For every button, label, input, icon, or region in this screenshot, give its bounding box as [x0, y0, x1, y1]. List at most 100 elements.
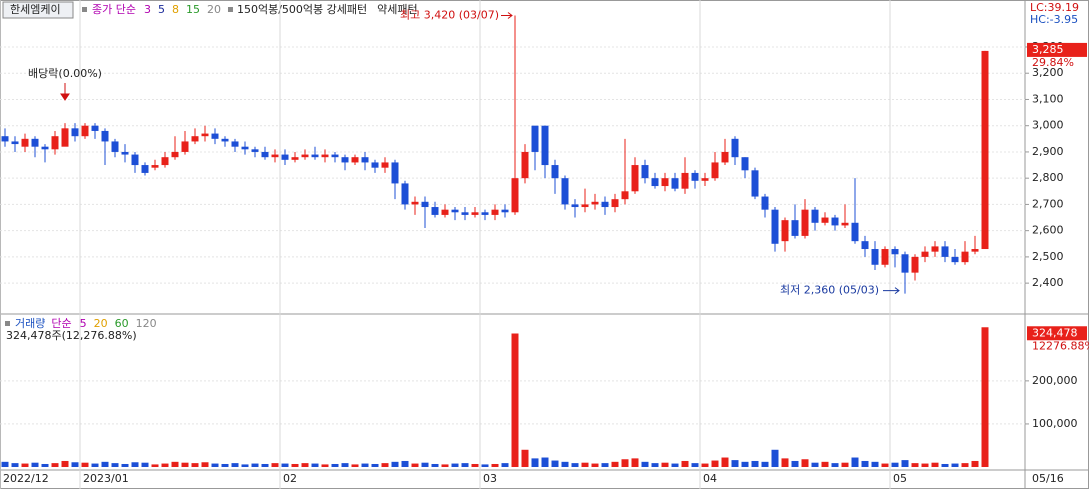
volume-bar — [111, 463, 119, 467]
volume-bar — [291, 463, 299, 467]
candle-body — [731, 138, 739, 158]
candle-body — [691, 172, 699, 181]
volume-bar — [361, 463, 369, 467]
candle-body — [361, 157, 369, 163]
volume-bar — [701, 463, 709, 467]
volume-bar — [511, 333, 519, 467]
volume-bar — [571, 463, 579, 467]
last-volume-label: 324,478 — [1032, 326, 1078, 339]
candle-body — [701, 178, 709, 181]
volume-bar — [731, 460, 739, 467]
y-tick-label: 2,500 — [1032, 250, 1064, 263]
volume-bar — [101, 461, 109, 467]
volume-bar — [901, 460, 909, 467]
candle-body — [141, 165, 149, 173]
candle-body — [951, 256, 959, 263]
change-label: 29.84% — [1032, 56, 1074, 69]
candle-body — [151, 165, 159, 168]
candle-body — [541, 125, 549, 166]
candle-body — [471, 212, 479, 215]
volume-bar — [791, 460, 799, 467]
volume-bar — [581, 462, 589, 467]
legend-period: 8 — [172, 3, 179, 16]
volume-bar — [601, 463, 609, 467]
volume-bar — [911, 463, 919, 467]
volume-bar — [11, 463, 19, 467]
volume-bar — [691, 463, 699, 467]
candle-body — [231, 141, 239, 147]
candle-body — [31, 138, 39, 147]
candle-body — [831, 217, 839, 226]
legend-icon — [227, 7, 233, 12]
legend-period: 60 — [115, 317, 129, 330]
end-label: 05/16 — [1032, 472, 1064, 485]
volume-bar — [371, 463, 379, 467]
candle-body — [481, 212, 489, 215]
volume-bar — [631, 458, 639, 467]
candle-body — [651, 178, 659, 187]
candle-body — [111, 141, 119, 152]
candle-body — [221, 138, 229, 142]
candle-body — [241, 146, 249, 150]
volume-bar — [441, 464, 449, 467]
volume-bar — [61, 460, 69, 467]
candle-body — [91, 125, 99, 131]
volume-bar — [481, 464, 489, 467]
candle-body — [131, 154, 139, 166]
candle-body — [821, 217, 829, 223]
candle-body — [171, 151, 179, 158]
min-arrow — [883, 287, 900, 295]
lc-label: LC:39.19 — [1030, 1, 1079, 14]
candle-body — [681, 172, 689, 189]
dividend-arrow — [60, 83, 70, 101]
volume-bar — [561, 461, 569, 467]
volume-bar — [871, 461, 879, 467]
candle-body — [871, 249, 879, 265]
volume-bar — [141, 462, 149, 467]
x-tick-label: 03 — [483, 472, 497, 485]
candle-body — [911, 256, 919, 273]
candle-body — [441, 209, 449, 215]
candle-body — [191, 136, 199, 142]
candle-body — [761, 196, 769, 210]
x-tick-label: 05 — [893, 472, 907, 485]
candle-body — [201, 133, 209, 137]
candle-body — [451, 209, 459, 213]
legend-period: 20 — [207, 3, 221, 16]
volume-bar — [981, 327, 989, 467]
volume-bar — [821, 461, 829, 467]
volume-bar — [801, 459, 809, 467]
volume-bar — [181, 462, 189, 467]
candle-body — [921, 251, 929, 257]
legend-label: 종가 단순 — [92, 3, 136, 16]
volume-bar — [971, 460, 979, 467]
volume-bar — [261, 463, 269, 467]
volume-bar — [751, 460, 759, 467]
candle-body — [551, 165, 559, 179]
stock-title: 한세엠케이 — [10, 3, 61, 16]
volume-bar — [231, 463, 239, 467]
candle-body — [301, 154, 309, 158]
candle-body — [251, 149, 259, 152]
volume-bar — [191, 463, 199, 467]
legend-period: 5 — [158, 3, 165, 16]
candle-body — [1, 136, 9, 142]
volume-bar — [461, 463, 469, 467]
volume-bar — [591, 463, 599, 467]
volume-bar — [781, 458, 789, 467]
volume-bar — [941, 463, 949, 467]
candle-body — [331, 154, 339, 158]
legend-icon — [5, 321, 10, 326]
candle-body — [961, 251, 969, 263]
candle-body — [531, 125, 539, 152]
title-box[interactable] — [2, 1, 74, 19]
candle-body — [791, 220, 799, 236]
candle-body — [311, 154, 319, 158]
candle-body — [751, 170, 759, 197]
volume-bar — [41, 463, 49, 467]
y-tick-label: 2,400 — [1032, 276, 1064, 289]
volume-bar — [311, 463, 319, 467]
volume-bar — [931, 462, 939, 467]
volume-bar — [391, 461, 399, 467]
